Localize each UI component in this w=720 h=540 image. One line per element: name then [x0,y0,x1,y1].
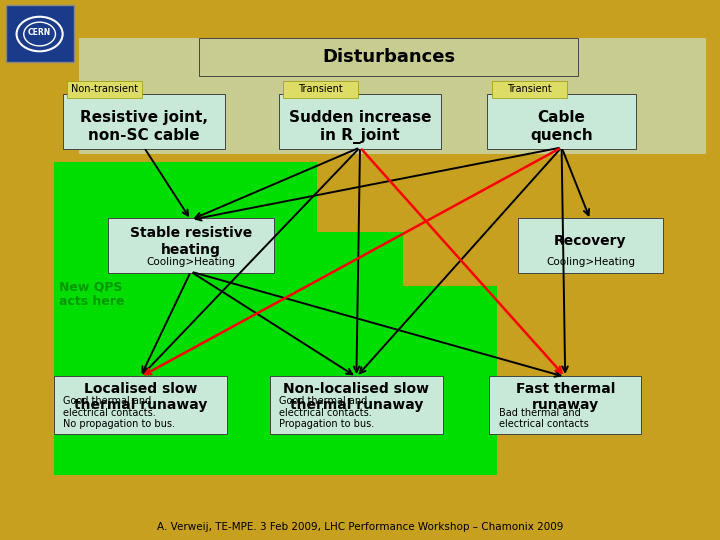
Text: New QPS
acts here: New QPS acts here [59,280,125,308]
FancyBboxPatch shape [492,80,567,98]
FancyBboxPatch shape [63,94,225,148]
Text: Recovery: Recovery [554,234,626,248]
FancyBboxPatch shape [269,376,443,434]
Text: Good thermal and
electrical contacts.
No propagation to bus.: Good thermal and electrical contacts. No… [63,396,175,429]
FancyBboxPatch shape [199,37,578,76]
FancyBboxPatch shape [487,94,636,148]
Text: Transient: Transient [298,84,343,94]
Text: Disturbances: Disturbances [323,48,455,66]
Text: Sudden increase
in R_joint: Sudden increase in R_joint [289,110,431,144]
Text: CERN: CERN [28,28,51,37]
Text: Bad thermal and
electrical contacts: Bad thermal and electrical contacts [498,408,588,429]
Polygon shape [54,162,497,475]
FancyBboxPatch shape [518,218,662,273]
Text: Stable resistive
heating: Stable resistive heating [130,226,252,256]
Text: Cable
quench: Cable quench [530,110,593,144]
Text: Cooling>Heating: Cooling>Heating [546,257,635,267]
Text: Non-transient: Non-transient [71,84,138,94]
FancyBboxPatch shape [54,376,228,434]
FancyBboxPatch shape [67,80,142,98]
Text: Transient: Transient [507,84,552,94]
FancyBboxPatch shape [6,5,74,62]
Text: Fast thermal
runaway: Fast thermal runaway [516,382,615,412]
Text: Good thermal and
electrical contacts.
Propagation to bus.: Good thermal and electrical contacts. Pr… [279,396,374,429]
FancyBboxPatch shape [283,80,358,98]
Text: Localised slow
thermal runaway: Localised slow thermal runaway [73,382,207,412]
FancyBboxPatch shape [279,94,441,148]
Text: Resistive joint,
non-SC cable: Resistive joint, non-SC cable [80,110,208,144]
Text: A. Verweij, TE-MPE. 3 Feb 2009, LHC Performance Workshop – Chamonix 2009: A. Verweij, TE-MPE. 3 Feb 2009, LHC Perf… [157,522,563,531]
FancyBboxPatch shape [490,376,641,434]
FancyBboxPatch shape [79,38,706,154]
Text: Cooling>Heating: Cooling>Heating [146,257,235,267]
Text: Non-localised slow
thermal runaway: Non-localised slow thermal runaway [284,382,429,412]
FancyBboxPatch shape [108,218,274,273]
